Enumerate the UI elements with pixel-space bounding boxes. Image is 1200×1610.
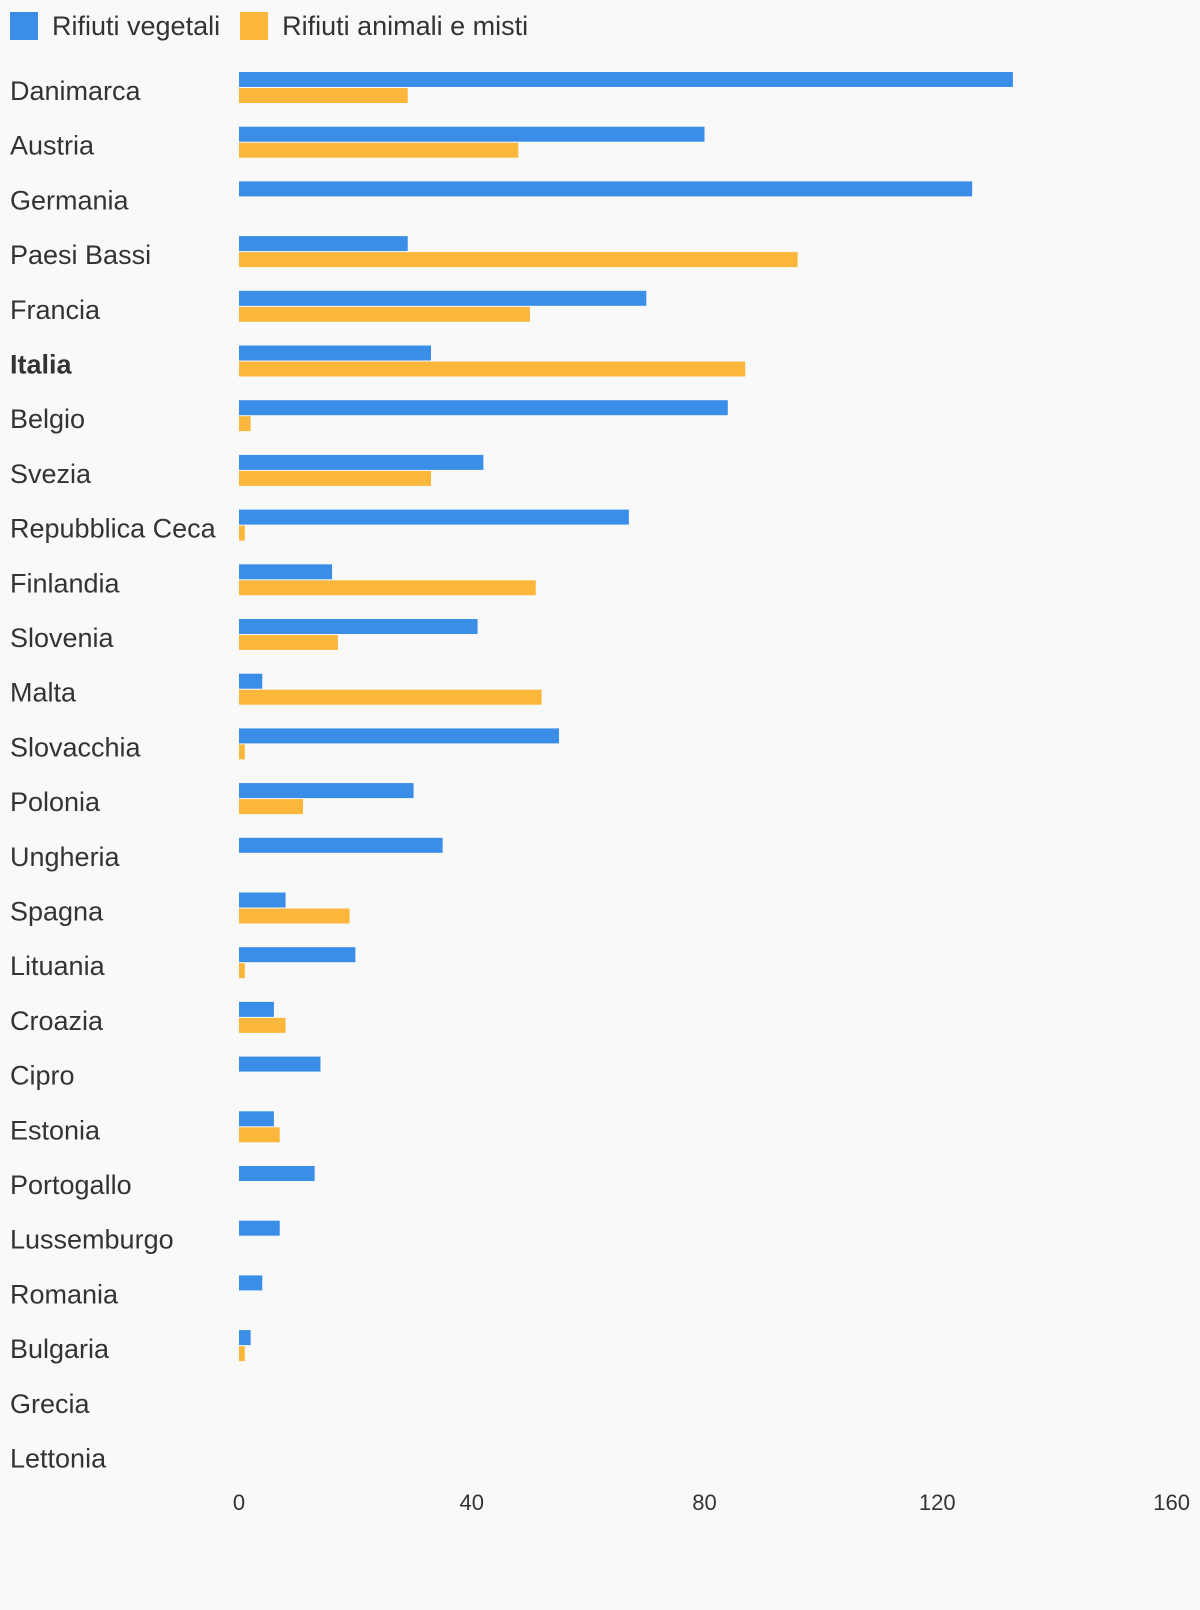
category-label-cipro: Cipro <box>10 1061 75 1091</box>
bar-vegetali-danimarca <box>239 72 1013 87</box>
bar-vegetali-lituania <box>239 947 356 963</box>
chart-legend: Rifiuti vegetali Rifiuti animali e misti <box>10 8 548 44</box>
category-label-romania: Romania <box>10 1279 119 1309</box>
legend-item-vegetali: Rifiuti vegetali <box>10 11 220 42</box>
category-label-lettonia: Lettonia <box>10 1444 107 1474</box>
category-label-finlandia: Finlandia <box>10 568 121 598</box>
legend-label-vegetali: Rifiuti vegetali <box>52 10 221 41</box>
category-label-austria: Austria <box>10 131 95 161</box>
category-label-grecia: Grecia <box>10 1389 91 1419</box>
bar-vegetali-malta <box>239 673 263 689</box>
category-label-svezia: Svezia <box>10 459 92 489</box>
x-tick-label-160: 160 <box>1153 1490 1190 1515</box>
bar-animali-svezia <box>239 470 432 486</box>
bar-animali-francia <box>239 306 530 322</box>
category-label-spagna: Spagna <box>10 897 104 927</box>
bar-vegetali-svezia <box>239 454 484 470</box>
x-tick-label-0: 0 <box>233 1490 245 1515</box>
bar-animali-polonia <box>239 799 304 815</box>
bar-vegetali-austria <box>239 126 705 142</box>
bar-vegetali-estonia <box>239 1111 274 1127</box>
category-label-croazia: Croazia <box>10 1006 104 1036</box>
category-label-slovenia: Slovenia <box>10 623 115 653</box>
category-label-malta: Malta <box>10 678 77 708</box>
bar-animali-finlandia <box>239 580 536 596</box>
bar-animali-repubblica-ceca <box>239 525 245 541</box>
category-label-portogallo: Portogallo <box>10 1170 132 1200</box>
bar-vegetali-francia <box>239 290 647 306</box>
bar-vegetali-polonia <box>239 783 414 799</box>
bar-vegetali-slovenia <box>239 619 478 634</box>
category-label-belgio: Belgio <box>10 404 85 434</box>
bar-vegetali-portogallo <box>239 1166 315 1181</box>
bar-animali-spagna <box>239 908 350 924</box>
category-label-danimarca: Danimarca <box>10 76 142 106</box>
bar-vegetali-bulgaria <box>239 1330 251 1346</box>
category-label-lituania: Lituania <box>10 951 106 981</box>
legend-item-animali: Rifiuti animali e misti <box>240 11 528 42</box>
category-label-slovacchia: Slovacchia <box>10 732 142 762</box>
category-label-repubblica-ceca: Repubblica Ceca <box>10 514 217 544</box>
legend-swatch-animali <box>240 12 269 40</box>
bar-vegetali-slovacchia <box>239 728 560 744</box>
bar-animali-bulgaria <box>239 1346 245 1362</box>
bar-vegetali-lussemburgo <box>239 1220 280 1236</box>
category-label-ungheria: Ungheria <box>10 842 121 872</box>
bar-animali-slovacchia <box>239 744 245 760</box>
bar-vegetali-belgio <box>239 400 728 416</box>
bar-vegetali-finlandia <box>239 564 333 580</box>
bar-animali-belgio <box>239 416 251 432</box>
category-label-polonia: Polonia <box>10 787 101 817</box>
bar-vegetali-germania <box>239 181 973 197</box>
x-tick-label-80: 80 <box>692 1490 716 1515</box>
category-label-francia: Francia <box>10 295 101 325</box>
category-label-germania: Germania <box>10 185 130 215</box>
bar-animali-lituania <box>239 963 245 979</box>
bar-vegetali-repubblica-ceca <box>239 509 629 525</box>
bar-animali-croazia <box>239 1017 286 1033</box>
bar-animali-austria <box>239 142 519 158</box>
category-label-estonia: Estonia <box>10 1115 101 1145</box>
bar-vegetali-paesi-bassi <box>239 236 408 252</box>
legend-label-animali: Rifiuti animali e misti <box>282 10 529 41</box>
bar-animali-italia <box>239 361 746 377</box>
bar-animali-malta <box>239 689 542 705</box>
bar-vegetali-spagna <box>239 892 286 908</box>
category-label-lussemburgo: Lussemburgo <box>10 1225 174 1255</box>
bar-vegetali-cipro <box>239 1056 321 1072</box>
bar-animali-paesi-bassi <box>239 252 798 268</box>
category-label-paesi-bassi: Paesi Bassi <box>10 240 151 270</box>
category-label-bulgaria: Bulgaria <box>10 1334 110 1364</box>
bar-animali-slovenia <box>239 635 338 650</box>
bar-animali-estonia <box>239 1127 280 1143</box>
bar-vegetali-italia <box>239 345 432 361</box>
bar-vegetali-romania <box>239 1275 263 1291</box>
bar-vegetali-croazia <box>239 1001 274 1017</box>
legend-swatch-vegetali <box>10 12 38 40</box>
bar-animali-danimarca <box>239 88 408 103</box>
x-tick-label-40: 40 <box>460 1490 484 1515</box>
category-label-italia: Italia <box>10 350 73 380</box>
bar-vegetali-ungheria <box>239 837 443 853</box>
x-tick-label-120: 120 <box>919 1490 956 1515</box>
